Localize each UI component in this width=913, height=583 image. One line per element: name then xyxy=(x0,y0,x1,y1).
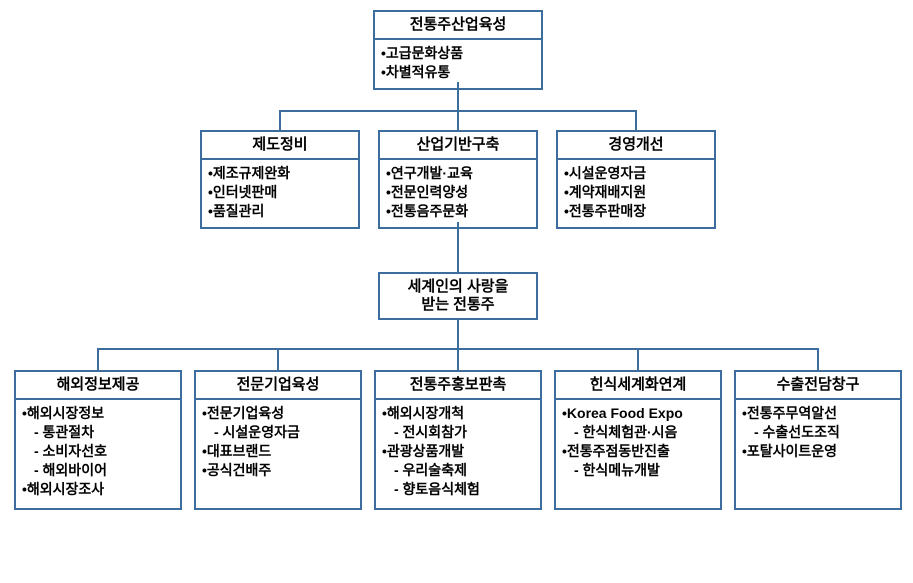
node-a1: 제도정비•제조규제완화•인터넷판매•품질관리 xyxy=(200,130,360,229)
bullet: •전통주무역알선 xyxy=(742,404,894,423)
node-body: •시설운영자금•계약재배지원•전통주판매장 xyxy=(558,160,714,227)
bullet: •전문기업육성 xyxy=(202,404,354,423)
bullet: •해외시장개척 xyxy=(382,404,534,423)
bullet: •품질관리 xyxy=(208,202,352,221)
connector xyxy=(457,348,459,370)
bullet: •차별적유통 xyxy=(381,63,535,82)
bullet: •시설운영자금 xyxy=(564,164,708,183)
sub-bullet: - 소비자선호 xyxy=(22,442,174,461)
node-title: 해외정보제공 xyxy=(16,372,180,400)
bullet: •연구개발·교육 xyxy=(386,164,530,183)
node-body: •전통주무역알선- 수출선도조직•포탈사이트운영 xyxy=(736,400,900,467)
connector xyxy=(637,348,639,370)
node-title: 경영개선 xyxy=(558,132,714,160)
bullet: •대표브랜드 xyxy=(202,442,354,461)
sub-bullet: - 한식체험관·시음 xyxy=(562,423,714,442)
connector xyxy=(457,222,459,272)
node-mid: 세계인의 사랑을 받는 전통주 xyxy=(378,272,538,320)
bullet: •계약재배지원 xyxy=(564,183,708,202)
connector xyxy=(635,110,637,130)
connector xyxy=(817,348,819,370)
sub-bullet: - 향토음식체험 xyxy=(382,480,534,499)
connector xyxy=(457,82,459,110)
node-title: 전통주홍보판촉 xyxy=(376,372,540,400)
node-root: 전통주산업육성•고급문화상품•차별적유통 xyxy=(373,10,543,90)
node-body: •Korea Food Expo- 한식체험관·시음•전통주점동반진출- 한식메… xyxy=(556,400,720,486)
node-title: 산업기반구축 xyxy=(380,132,536,160)
node-title: 수출전담창구 xyxy=(736,372,900,400)
bullet: •Korea Food Expo xyxy=(562,404,714,423)
bullet: •해외시장정보 xyxy=(22,404,174,423)
bullet: •전통주판매장 xyxy=(564,202,708,221)
node-body: •해외시장개척- 전시회참가•관광상품개발- 우리술축제- 향토음식체험 xyxy=(376,400,540,504)
connector xyxy=(457,110,459,130)
node-title: 전문기업육성 xyxy=(196,372,360,400)
bullet: •인터넷판매 xyxy=(208,183,352,202)
bullet: •관광상품개발 xyxy=(382,442,534,461)
node-title: 세계인의 사랑을 받는 전통주 xyxy=(380,274,536,318)
org-tree-diagram: 전통주산업육성•고급문화상품•차별적유통제도정비•제조규제완화•인터넷판매•품질… xyxy=(10,10,903,573)
node-body: •고급문화상품•차별적유통 xyxy=(375,40,541,88)
node-b5: 수출전담창구•전통주무역알선- 수출선도조직•포탈사이트운영 xyxy=(734,370,902,510)
connector xyxy=(97,348,99,370)
connector xyxy=(279,110,281,130)
bullet: •전문인력양성 xyxy=(386,183,530,202)
node-title: 제도정비 xyxy=(202,132,358,160)
sub-bullet: - 전시회참가 xyxy=(382,423,534,442)
sub-bullet: - 한식메뉴개발 xyxy=(562,461,714,480)
sub-bullet: - 시설운영자금 xyxy=(202,423,354,442)
node-body: •전문기업육성- 시설운영자금•대표브랜드•공식건배주 xyxy=(196,400,360,486)
bullet: •공식건배주 xyxy=(202,461,354,480)
sub-bullet: - 수출선도조직 xyxy=(742,423,894,442)
bullet: •해외시장조사 xyxy=(22,480,174,499)
node-body: •제조규제완화•인터넷판매•품질관리 xyxy=(202,160,358,227)
sub-bullet: - 해외바이어 xyxy=(22,461,174,480)
node-body: •연구개발·교육•전문인력양성•전통음주문화 xyxy=(380,160,536,227)
sub-bullet: - 우리술축제 xyxy=(382,461,534,480)
bullet: •전통주점동반진출 xyxy=(562,442,714,461)
node-title: 힌식세계화연계 xyxy=(556,372,720,400)
node-b2: 전문기업육성•전문기업육성- 시설운영자금•대표브랜드•공식건배주 xyxy=(194,370,362,510)
node-a3: 경영개선•시설운영자금•계약재배지원•전통주판매장 xyxy=(556,130,716,229)
sub-bullet: - 통관절차 xyxy=(22,423,174,442)
node-b1: 해외정보제공•해외시장정보- 통관절차- 소비자선호- 해외바이어•해외시장조사 xyxy=(14,370,182,510)
bullet: •제조규제완화 xyxy=(208,164,352,183)
node-title: 전통주산업육성 xyxy=(375,12,541,40)
node-b4: 힌식세계화연계•Korea Food Expo- 한식체험관·시음•전통주점동반… xyxy=(554,370,722,510)
node-b3: 전통주홍보판촉•해외시장개척- 전시회참가•관광상품개발- 우리술축제- 향토음… xyxy=(374,370,542,510)
bullet: •포탈사이트운영 xyxy=(742,442,894,461)
node-a2: 산업기반구축•연구개발·교육•전문인력양성•전통음주문화 xyxy=(378,130,538,229)
node-body: •해외시장정보- 통관절차- 소비자선호- 해외바이어•해외시장조사 xyxy=(16,400,180,504)
connector xyxy=(277,348,279,370)
connector xyxy=(457,320,459,348)
bullet: •전통음주문화 xyxy=(386,202,530,221)
bullet: •고급문화상품 xyxy=(381,44,535,63)
